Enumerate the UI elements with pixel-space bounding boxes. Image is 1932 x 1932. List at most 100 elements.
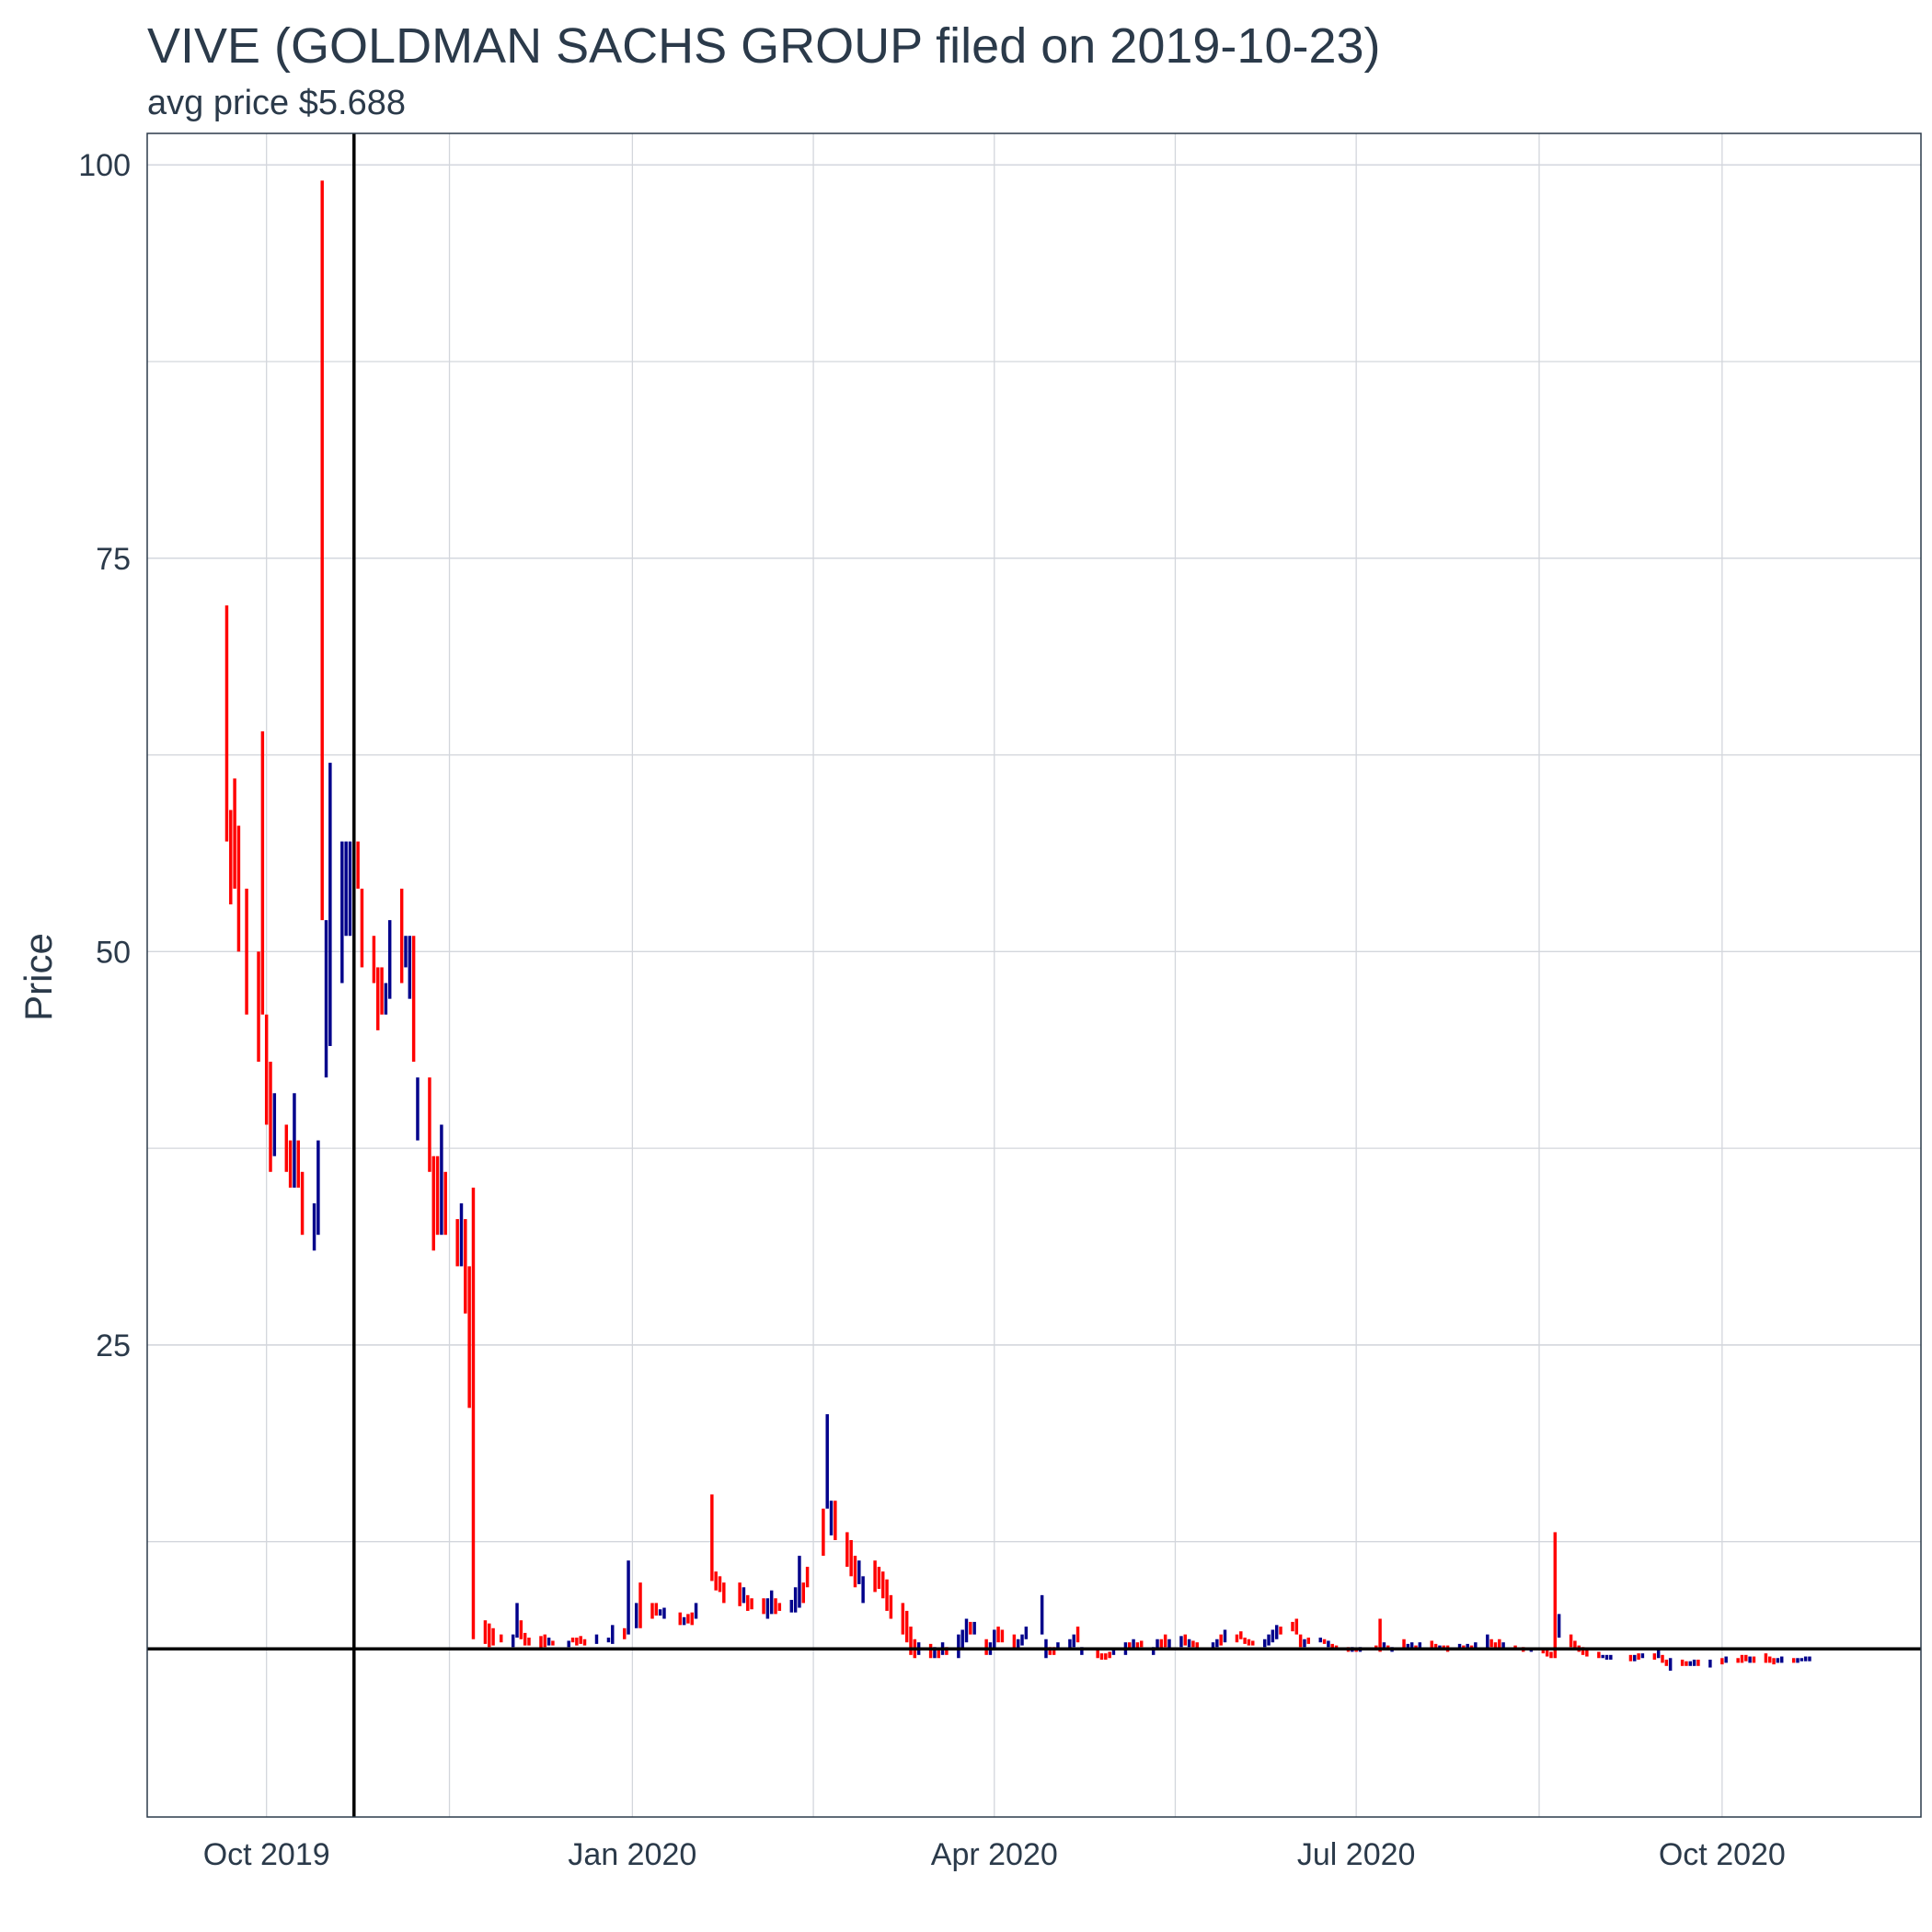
candle (1274, 1625, 1279, 1639)
candle (945, 1647, 949, 1655)
candle (356, 841, 360, 889)
candle (825, 1414, 829, 1509)
x-tick-label: Jan 2020 (568, 1837, 696, 1872)
candle (1808, 1656, 1811, 1662)
candle (1637, 1653, 1640, 1660)
candle (789, 1599, 794, 1613)
candle (972, 1621, 976, 1635)
candle (774, 1598, 777, 1615)
candle (1235, 1634, 1239, 1643)
candle (1604, 1654, 1609, 1660)
y-tick-label: 50 (96, 935, 131, 970)
candle (606, 1638, 611, 1643)
candle (765, 1598, 770, 1619)
candle (928, 1643, 933, 1659)
candle (567, 1640, 570, 1648)
candle (777, 1603, 782, 1611)
candle (519, 1620, 523, 1639)
candle (1489, 1639, 1493, 1648)
y-tick-label: 75 (96, 542, 131, 577)
candle (428, 1077, 431, 1172)
grid-lines (147, 133, 1921, 1817)
candle (527, 1638, 531, 1646)
candle (904, 1610, 909, 1643)
candle (769, 1590, 774, 1615)
reference-lines (147, 133, 1921, 1817)
candle (1724, 1656, 1728, 1663)
candle (543, 1634, 547, 1648)
candle (491, 1627, 495, 1646)
candle (1720, 1658, 1724, 1665)
candle (570, 1638, 575, 1643)
candle (805, 1567, 810, 1588)
candle (1418, 1642, 1422, 1650)
candle (1474, 1642, 1478, 1650)
candle (1156, 1639, 1159, 1650)
y-axis-label: Price (17, 933, 60, 1021)
candle (1685, 1661, 1688, 1666)
candle (233, 778, 236, 889)
candle (1581, 1647, 1585, 1655)
chart-title: VIVE (GOLDMAN SACHS GROUP filed on 2019-… (147, 18, 1381, 74)
candle (1322, 1639, 1327, 1644)
candle (933, 1647, 937, 1659)
candle (1800, 1658, 1804, 1662)
candle (546, 1638, 551, 1646)
candle (1486, 1634, 1489, 1650)
candle (471, 1187, 476, 1639)
candle (1267, 1634, 1271, 1646)
candle (272, 1093, 277, 1156)
candle (1195, 1642, 1199, 1650)
candle (1466, 1643, 1469, 1650)
candle (284, 1124, 289, 1172)
candle (1128, 1642, 1132, 1650)
candle (483, 1620, 488, 1644)
candle (849, 1539, 853, 1577)
candle (236, 825, 241, 952)
candle (408, 936, 412, 999)
candle (269, 1062, 272, 1172)
candle (1640, 1653, 1645, 1659)
candle (1187, 1639, 1191, 1648)
candle (1294, 1618, 1299, 1635)
candle (229, 810, 233, 905)
candle (1501, 1642, 1505, 1649)
candle (260, 730, 265, 1015)
candle (853, 1556, 857, 1588)
candle (579, 1636, 582, 1644)
candle (511, 1634, 515, 1648)
candle (1072, 1634, 1075, 1648)
candle (1708, 1659, 1712, 1668)
candle (1132, 1639, 1135, 1650)
candle (1024, 1627, 1029, 1639)
candle (488, 1623, 491, 1648)
candle (411, 936, 416, 1063)
candle (1664, 1659, 1669, 1666)
candle (1167, 1639, 1171, 1650)
candle (1779, 1656, 1784, 1663)
x-tick-label: Jul 2020 (1297, 1837, 1416, 1872)
candle (1585, 1649, 1589, 1657)
candle (1680, 1659, 1685, 1666)
candle (1541, 1650, 1546, 1654)
candle (1633, 1654, 1637, 1662)
candle (722, 1582, 726, 1604)
candle (993, 1629, 996, 1650)
candle (1661, 1654, 1664, 1663)
candle (1696, 1659, 1700, 1666)
candle (1656, 1649, 1661, 1659)
candle (551, 1640, 555, 1646)
candle (762, 1598, 765, 1615)
candle (320, 180, 324, 921)
candle (387, 920, 392, 999)
candle (1298, 1634, 1303, 1648)
candle (1247, 1639, 1251, 1646)
candle (1597, 1651, 1601, 1659)
candle (889, 1594, 893, 1619)
candle (877, 1567, 881, 1590)
candle (690, 1612, 694, 1626)
x-tick-label: Oct 2019 (203, 1837, 330, 1872)
candle (1776, 1658, 1780, 1663)
candle (1457, 1643, 1462, 1650)
candle (1378, 1618, 1382, 1652)
